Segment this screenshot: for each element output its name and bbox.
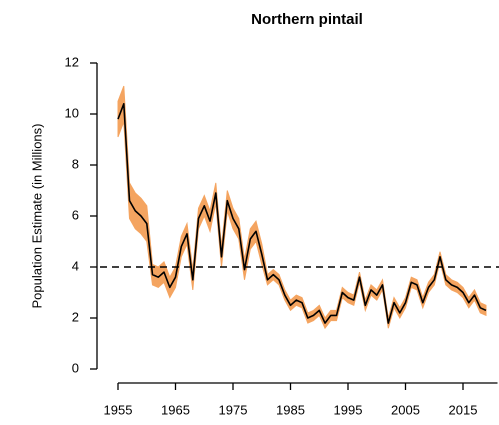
- x-tick-label: 1975: [219, 402, 248, 417]
- x-tick-label: 2015: [449, 402, 478, 417]
- x-tick-label: 1965: [161, 402, 190, 417]
- y-tick-label: 8: [72, 156, 79, 171]
- chart-title: Northern pintail: [251, 11, 363, 28]
- data-line: [117, 103, 487, 324]
- x-tick-label: 1955: [104, 402, 133, 417]
- x-tick-label: 1995: [334, 402, 363, 417]
- y-tick-label: 0: [72, 360, 79, 375]
- y-tick-label: 10: [65, 105, 79, 120]
- y-axis-label: Population Estimate (in Millions): [29, 124, 44, 309]
- x-tick-label: 2005: [391, 402, 420, 417]
- y-tick-label: 2: [72, 309, 79, 324]
- y-tick-label: 4: [72, 258, 79, 273]
- x-tick-label: 1985: [276, 402, 305, 417]
- y-tick-label: 6: [72, 207, 79, 222]
- confidence-band: [117, 85, 487, 330]
- y-tick-label: 12: [65, 54, 79, 69]
